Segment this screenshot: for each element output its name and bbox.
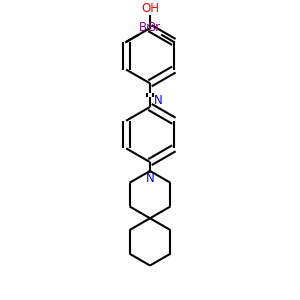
Text: Br: Br <box>139 21 152 34</box>
Text: OH: OH <box>141 2 159 15</box>
Text: Br: Br <box>148 21 161 34</box>
Text: N: N <box>154 94 163 107</box>
Text: N: N <box>146 172 154 185</box>
